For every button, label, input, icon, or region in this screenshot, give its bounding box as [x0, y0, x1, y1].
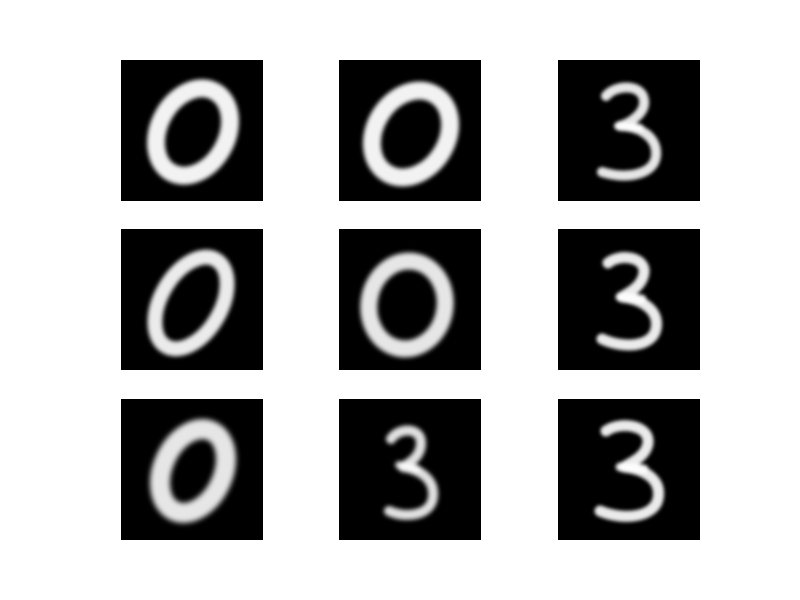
digit-three-image — [594, 420, 664, 522]
digit-tile-4 — [339, 229, 481, 370]
digit-three-image — [597, 82, 662, 181]
digit-tile-6 — [121, 399, 263, 540]
digit-zero-image — [362, 81, 460, 187]
digit-zero-image — [150, 419, 236, 523]
digit-tile-3 — [121, 229, 263, 370]
digit-tile-7 — [339, 399, 481, 540]
digit-zero-image — [360, 252, 454, 358]
digit-tile-1 — [339, 60, 481, 201]
digit-tile-5 — [558, 229, 700, 370]
digit-three-image — [596, 252, 662, 351]
digit-three-image — [384, 425, 439, 520]
digit-tile-0 — [121, 60, 263, 201]
digit-tile-2 — [558, 60, 700, 201]
digit-zero-image — [147, 249, 235, 357]
digit-sample-grid — [121, 60, 700, 540]
digit-zero-image — [147, 79, 239, 185]
digit-tile-8 — [558, 399, 700, 540]
